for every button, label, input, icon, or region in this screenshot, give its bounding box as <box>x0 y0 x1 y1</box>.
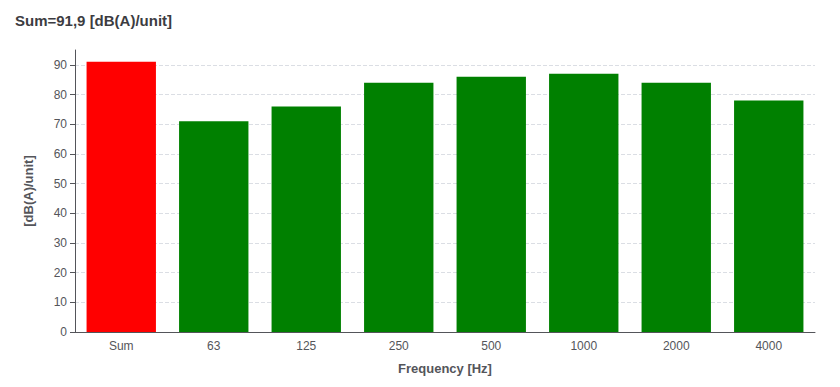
svg-text:30: 30 <box>54 236 68 250</box>
svg-text:2000: 2000 <box>663 339 690 353</box>
svg-text:20: 20 <box>54 266 68 280</box>
svg-text:Sum: Sum <box>109 339 134 353</box>
svg-text:[dB(A)/unit]: [dB(A)/unit] <box>21 155 36 226</box>
svg-text:Sum=91,9 [dB(A)/unit]: Sum=91,9 [dB(A)/unit] <box>15 12 172 29</box>
svg-text:90: 90 <box>54 58 68 72</box>
svg-text:50: 50 <box>54 177 68 191</box>
svg-text:Frequency [Hz]: Frequency [Hz] <box>398 361 492 376</box>
svg-text:125: 125 <box>296 339 316 353</box>
svg-text:70: 70 <box>54 117 68 131</box>
svg-text:60: 60 <box>54 147 68 161</box>
svg-text:63: 63 <box>207 339 221 353</box>
svg-text:500: 500 <box>481 339 501 353</box>
svg-text:10: 10 <box>54 295 68 309</box>
svg-text:1000: 1000 <box>570 339 597 353</box>
svg-text:4000: 4000 <box>755 339 782 353</box>
svg-text:250: 250 <box>389 339 409 353</box>
svg-text:80: 80 <box>54 88 68 102</box>
svg-text:0: 0 <box>60 325 67 339</box>
svg-text:40: 40 <box>54 206 68 220</box>
